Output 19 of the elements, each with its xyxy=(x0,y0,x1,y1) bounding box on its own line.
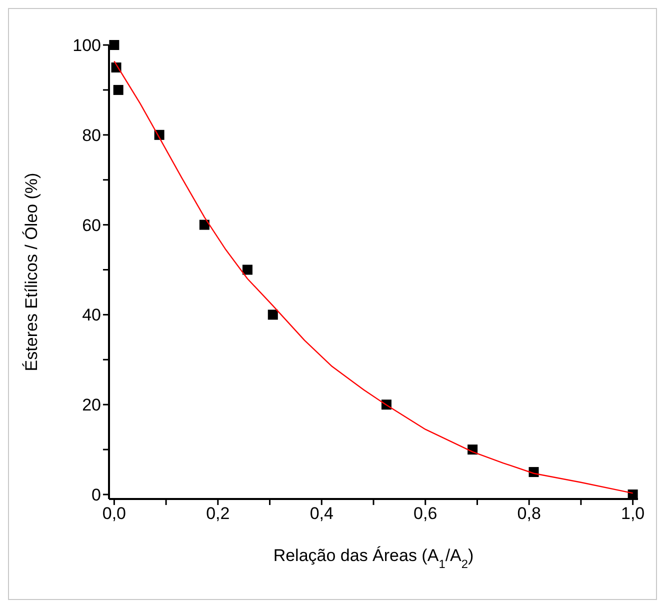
x-tick-label: 0,8 xyxy=(517,504,541,524)
x-tick-label: 0,0 xyxy=(102,504,126,524)
y-axis-title: Ésteres Etílicos / Óleo (%) xyxy=(22,172,41,372)
x-tick-label: 0,2 xyxy=(206,504,230,524)
point xyxy=(242,264,252,275)
y-tick-label: 0 xyxy=(92,486,101,505)
point xyxy=(109,40,120,50)
y-tick-label: 80 xyxy=(82,126,101,145)
y-tick-label: 60 xyxy=(82,216,101,235)
point xyxy=(199,220,210,230)
point xyxy=(268,310,278,320)
y-tick-label: 100 xyxy=(72,36,101,56)
x-tick-label: 0,4 xyxy=(310,504,334,524)
x-tick-label: 1,0 xyxy=(620,504,645,524)
x-axis-title: Relação das Áreas (A$_{1}$/A$_{2}$) xyxy=(273,546,474,571)
y-tick-label: 40 xyxy=(82,306,101,325)
x-tick-label: 0,6 xyxy=(414,504,438,524)
y-tick-label: 20 xyxy=(82,396,101,415)
point xyxy=(113,84,124,95)
